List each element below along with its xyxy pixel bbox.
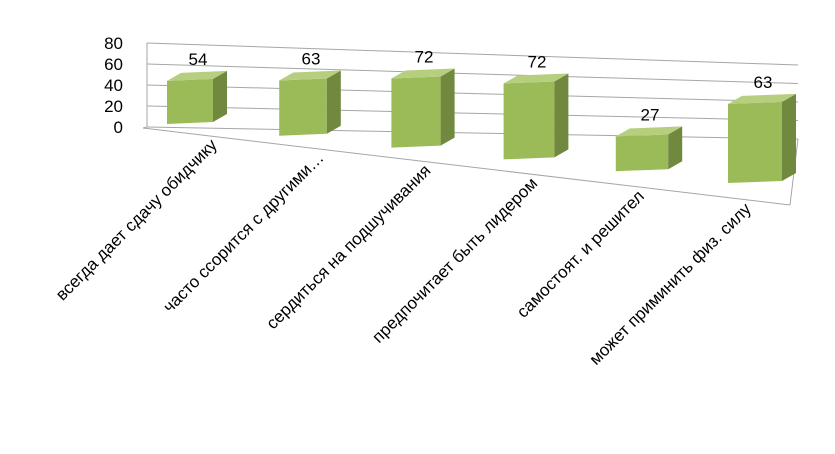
data-label: 72 bbox=[528, 52, 547, 71]
bar-top bbox=[391, 68, 455, 79]
bar-front bbox=[391, 76, 441, 148]
bar-front bbox=[615, 134, 669, 172]
bar-top bbox=[167, 70, 227, 81]
gridline bbox=[146, 105, 799, 121]
y-tick-label: 60 bbox=[104, 55, 123, 74]
bar-side bbox=[782, 93, 796, 181]
bar-top bbox=[728, 93, 796, 104]
y-axis-ticks: 0 20 40 60 80 bbox=[104, 34, 123, 137]
data-labels: 54 63 72 72 27 63 bbox=[189, 47, 773, 124]
data-label: 27 bbox=[641, 105, 660, 124]
data-label: 72 bbox=[415, 47, 434, 66]
bar-top bbox=[615, 126, 683, 137]
data-label: 63 bbox=[302, 50, 321, 69]
bar-side bbox=[554, 73, 569, 158]
bars bbox=[167, 68, 796, 183]
y-tick-label: 80 bbox=[104, 34, 123, 53]
y-tick-label: 0 bbox=[114, 118, 123, 137]
bar-top bbox=[503, 73, 569, 84]
y-tick-label: 20 bbox=[104, 97, 123, 116]
bar-front bbox=[167, 78, 213, 124]
gridline bbox=[146, 126, 799, 140]
bar-side bbox=[668, 126, 683, 170]
bar-side bbox=[213, 70, 227, 122]
gridline bbox=[146, 84, 799, 103]
bar-front bbox=[503, 81, 555, 160]
data-label: 63 bbox=[754, 73, 773, 92]
bar-side bbox=[440, 68, 455, 146]
data-label: 54 bbox=[189, 50, 208, 69]
category-label: самостоят. и решител bbox=[513, 187, 648, 322]
bar-top bbox=[279, 70, 341, 81]
gridlines bbox=[142, 42, 799, 206]
floor-front-edge bbox=[142, 127, 791, 206]
y-tick-label: 40 bbox=[104, 76, 123, 95]
bar-front bbox=[728, 101, 782, 183]
bar-front bbox=[279, 78, 327, 136]
gridline bbox=[146, 63, 799, 84]
bar-side bbox=[326, 70, 341, 134]
gridline bbox=[146, 42, 799, 66]
